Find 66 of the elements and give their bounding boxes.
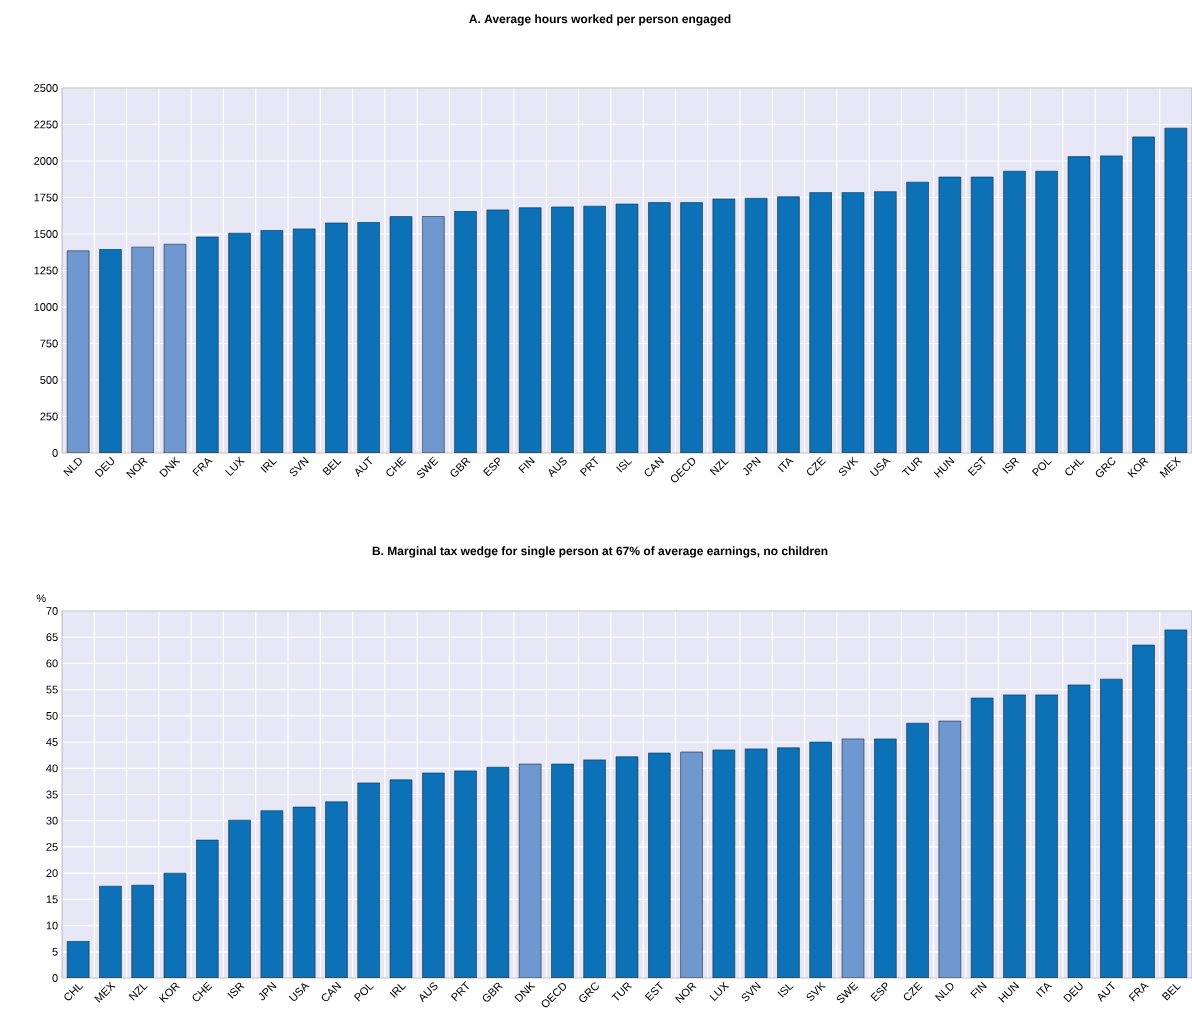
x-tick-label: NLD xyxy=(63,457,82,477)
y-tick-label: 750 xyxy=(40,339,58,348)
y-tick-label: 2000 xyxy=(34,157,58,165)
x-tick-label: FRA xyxy=(192,458,213,477)
x-tick-label: CHL xyxy=(1065,459,1085,476)
x-tick-label: FIN xyxy=(970,981,987,999)
x-tick-label: FIN xyxy=(518,456,535,474)
y-tick-label: 0 xyxy=(52,974,58,982)
y-tick-label: 20 xyxy=(46,869,58,878)
bar xyxy=(422,216,445,453)
y-tick-label: 1750 xyxy=(34,193,58,202)
y-tick-label: 70 xyxy=(46,607,58,615)
y-tick-label: 1000 xyxy=(34,303,58,311)
x-tick-label: POL xyxy=(353,984,374,1002)
y-tick-label: 5 xyxy=(52,947,58,956)
bar xyxy=(196,236,219,453)
bar xyxy=(551,206,574,453)
bar xyxy=(1100,155,1123,453)
x-tick-label: IRL xyxy=(389,984,407,998)
x-tick-label: BEL xyxy=(1161,984,1181,1001)
x-tick-label: NZL xyxy=(709,459,729,476)
y-axis-title: % xyxy=(36,594,46,603)
y-tick-label: 2500 xyxy=(34,84,58,92)
bar xyxy=(454,211,477,453)
x-tick-label: POL xyxy=(1031,459,1052,477)
x-tick-label: ISR xyxy=(227,982,245,999)
y-tick-label: 500 xyxy=(40,376,58,384)
bar xyxy=(99,249,122,453)
y-tick-label: 15 xyxy=(46,895,58,904)
y-tick-label: 10 xyxy=(46,921,58,930)
y-tick-label: 55 xyxy=(46,685,58,694)
bar xyxy=(680,202,703,453)
x-tick-label: ISR xyxy=(1002,457,1020,474)
x-tick-label: BEL xyxy=(322,459,342,476)
chart-title: B. Marginal tax wedge for single person at 67% of average earnings, no children xyxy=(372,546,828,558)
bar xyxy=(357,222,380,453)
bar xyxy=(874,191,897,453)
bar xyxy=(648,202,671,453)
x-tick-label: TUR xyxy=(901,457,923,476)
y-tick-label: 65 xyxy=(46,633,58,642)
bar xyxy=(777,196,800,453)
y-tick-label: 50 xyxy=(46,711,58,720)
x-tick-label: USA xyxy=(869,458,891,476)
x-tick-label: ITA xyxy=(1035,983,1053,998)
y-tick-label: 35 xyxy=(46,790,58,799)
y-tick-label: 40 xyxy=(46,764,58,773)
x-tick-label: USA xyxy=(288,983,310,1001)
y-tick-label: 45 xyxy=(46,738,58,746)
x-tick-label: IRL xyxy=(260,459,277,473)
x-tick-label: ITA xyxy=(777,458,794,473)
x-tick-label: FRA xyxy=(1128,983,1149,1002)
x-tick-label: CHL xyxy=(64,984,84,1001)
y-tick-label: 30 xyxy=(46,816,58,825)
x-tick-label: ISL xyxy=(616,459,633,473)
x-tick-label: NZL xyxy=(128,984,148,1001)
y-tick-label: 250 xyxy=(40,412,58,421)
bar xyxy=(809,192,832,453)
y-tick-label: 0 xyxy=(52,449,58,457)
y-tick-label: 60 xyxy=(46,659,58,668)
bar xyxy=(1132,136,1155,453)
y-tick-label: 1500 xyxy=(34,230,58,238)
y-tick-label: 25 xyxy=(46,843,58,851)
y-tick-label: 1250 xyxy=(34,266,58,275)
y-tick-label: 2250 xyxy=(34,120,58,129)
chart-title: A. Average hours worked per person engaged xyxy=(469,14,731,26)
x-tick-label: ISL xyxy=(777,984,794,998)
